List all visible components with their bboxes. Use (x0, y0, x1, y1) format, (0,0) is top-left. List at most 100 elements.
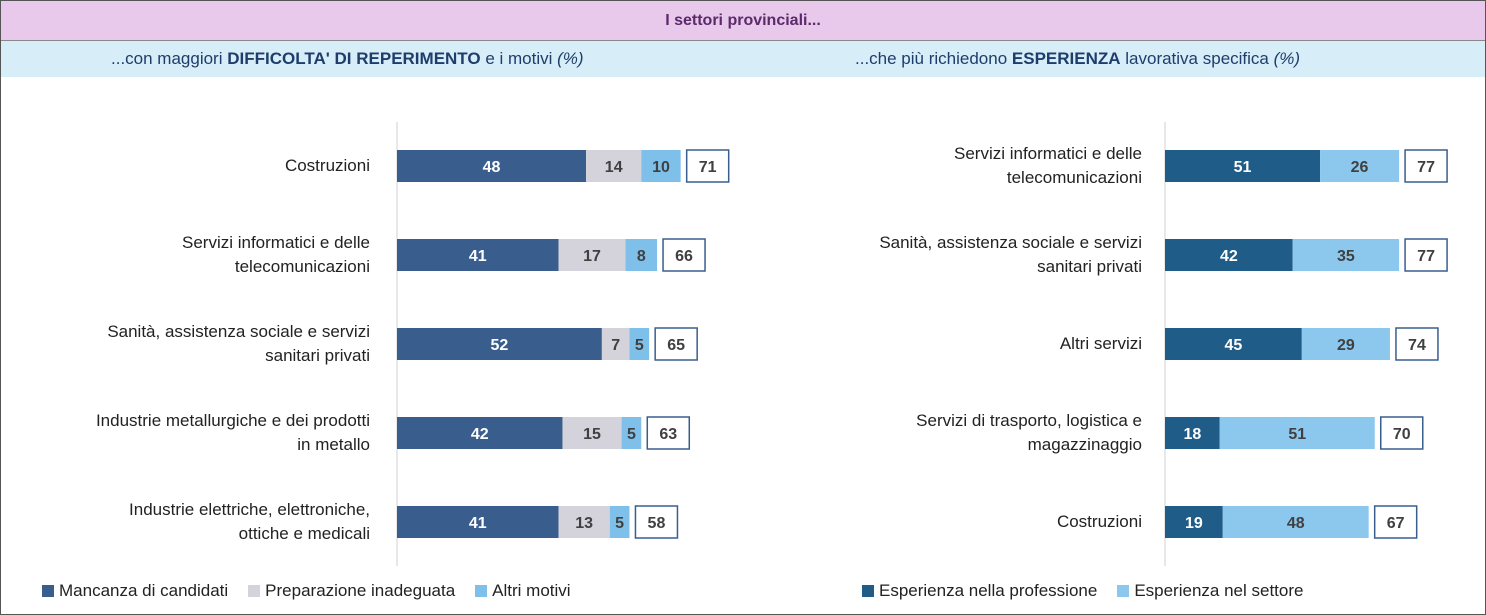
total-box (1404, 149, 1448, 183)
total-box (654, 327, 698, 361)
bar-segment (621, 417, 642, 449)
bar-segment (1165, 417, 1220, 449)
legend-swatch (248, 585, 261, 597)
total-label: 67 (1387, 515, 1405, 532)
total-label: 63 (659, 426, 677, 443)
total-label: 66 (675, 248, 693, 265)
bar-segment (558, 506, 610, 538)
bar-segment (397, 239, 559, 271)
data-label: 48 (1287, 515, 1305, 532)
total-box (662, 238, 706, 272)
data-label: 5 (627, 426, 636, 443)
data-label: 35 (1337, 248, 1355, 265)
data-label: 41 (469, 515, 487, 532)
bar-segment (1165, 239, 1293, 271)
total-label: 77 (1417, 159, 1435, 176)
data-label: 26 (1351, 159, 1369, 176)
bar-segment (1165, 150, 1321, 182)
data-label: 5 (615, 515, 624, 532)
bar-segment (562, 417, 622, 449)
bar-segment (625, 239, 658, 271)
title-part: (%) (1273, 49, 1301, 68)
bar-segment (397, 328, 602, 360)
data-label: 41 (469, 248, 487, 265)
total-box (1404, 238, 1448, 272)
data-label: 29 (1337, 337, 1355, 354)
bar-segment (1219, 417, 1375, 449)
bar-segment (558, 239, 626, 271)
header: I settori provinciali... (1, 1, 1485, 41)
legend-label: Esperienza nella professione (879, 581, 1098, 600)
title-part: lavorativa specifica (1120, 49, 1274, 68)
bar-segment (1301, 328, 1390, 360)
legend-swatch (1117, 585, 1130, 597)
legend-swatch (42, 585, 54, 597)
bar-segment (1165, 328, 1302, 360)
data-label: 17 (583, 248, 601, 265)
category-label: Servizi informatici e delle telecomunica… (953, 144, 1142, 187)
total-label: 74 (1408, 337, 1426, 354)
subtitle-band: ...con maggiori DIFFICOLTA' DI REPERIMEN… (1, 41, 1485, 77)
category-label: Sanità, assistenza sociale e servizi san… (879, 233, 1142, 276)
legend: Esperienza nella professione Esperienza n… (862, 581, 1303, 601)
legend-label: Esperienza nel settore (1134, 581, 1304, 600)
panel-title: ...che più richiedono ESPERIENZA lavorat… (855, 41, 1300, 77)
total-box (1380, 416, 1424, 450)
data-label: 51 (1234, 159, 1252, 176)
bar-segment (397, 150, 587, 182)
total-label: 77 (1417, 248, 1435, 265)
total-box (685, 149, 730, 183)
legend-swatch (475, 585, 488, 597)
legend-label: Preparazione inadeguata (265, 581, 456, 600)
category-label: Industrie elettriche, elettroniche, otti… (129, 500, 370, 543)
data-label: 19 (1185, 515, 1203, 532)
data-label: 51 (1288, 426, 1306, 443)
data-label: 14 (605, 159, 623, 176)
total-box (1395, 327, 1439, 361)
total-box (634, 505, 679, 539)
data-label: 52 (491, 337, 509, 354)
data-label: 18 (1183, 426, 1201, 443)
title-part: (%) (557, 49, 584, 68)
title-part: DIFFICOLTA' DI REPERIMENTO (227, 49, 481, 68)
bar-segment (601, 328, 630, 360)
category-label: Servizi informatici e delle telecomunica… (181, 233, 370, 276)
title-part: ...con maggiori (111, 49, 228, 68)
total-label: 71 (699, 159, 717, 176)
bar-segment (1320, 150, 1400, 182)
legend-item: Esperienza nel settore (1117, 581, 1303, 601)
bar-segment (1222, 506, 1369, 538)
data-label: 45 (1225, 337, 1243, 354)
panel-title: ...con maggiori DIFFICOLTA' DI REPERIMEN… (111, 41, 584, 77)
data-label: 8 (637, 248, 646, 265)
bar-segment (1292, 239, 1400, 271)
category-label: Industrie metallurgiche e dei prodotti i… (95, 411, 370, 454)
bar-segment (586, 150, 642, 182)
legend: Mancanza di candidati Preparazione inadeg… (42, 581, 571, 601)
total-box (646, 416, 691, 450)
data-label: 42 (1220, 248, 1238, 265)
title-part: ...che più richiedono (855, 49, 1012, 68)
bar-segment (397, 506, 559, 538)
total-label: 58 (648, 515, 666, 532)
data-label: 13 (575, 515, 593, 532)
data-label: 7 (611, 337, 620, 354)
bar-segment (397, 417, 563, 449)
legend-label: Mancanza di candidati (59, 581, 229, 600)
category-label: Sanità, assistenza sociale e servizi san… (107, 322, 370, 365)
bar-segment (641, 150, 681, 182)
data-label: 48 (483, 159, 501, 176)
title-part: ESPERIENZA (1011, 49, 1121, 68)
bar-segment (1165, 506, 1223, 538)
legend-swatch (862, 585, 874, 597)
legend-item: Mancanza di candidati (42, 581, 228, 601)
category-label: Servizi di trasporto, logistica e magazz… (916, 411, 1142, 454)
data-label: 10 (652, 159, 670, 176)
category-label: Costruzioni (1056, 512, 1142, 531)
legend-item: Esperienza nella professione (862, 581, 1097, 601)
category-label: Costruzioni (284, 156, 370, 175)
legend-item: Altri motivi (475, 581, 571, 601)
data-label: 42 (471, 426, 489, 443)
